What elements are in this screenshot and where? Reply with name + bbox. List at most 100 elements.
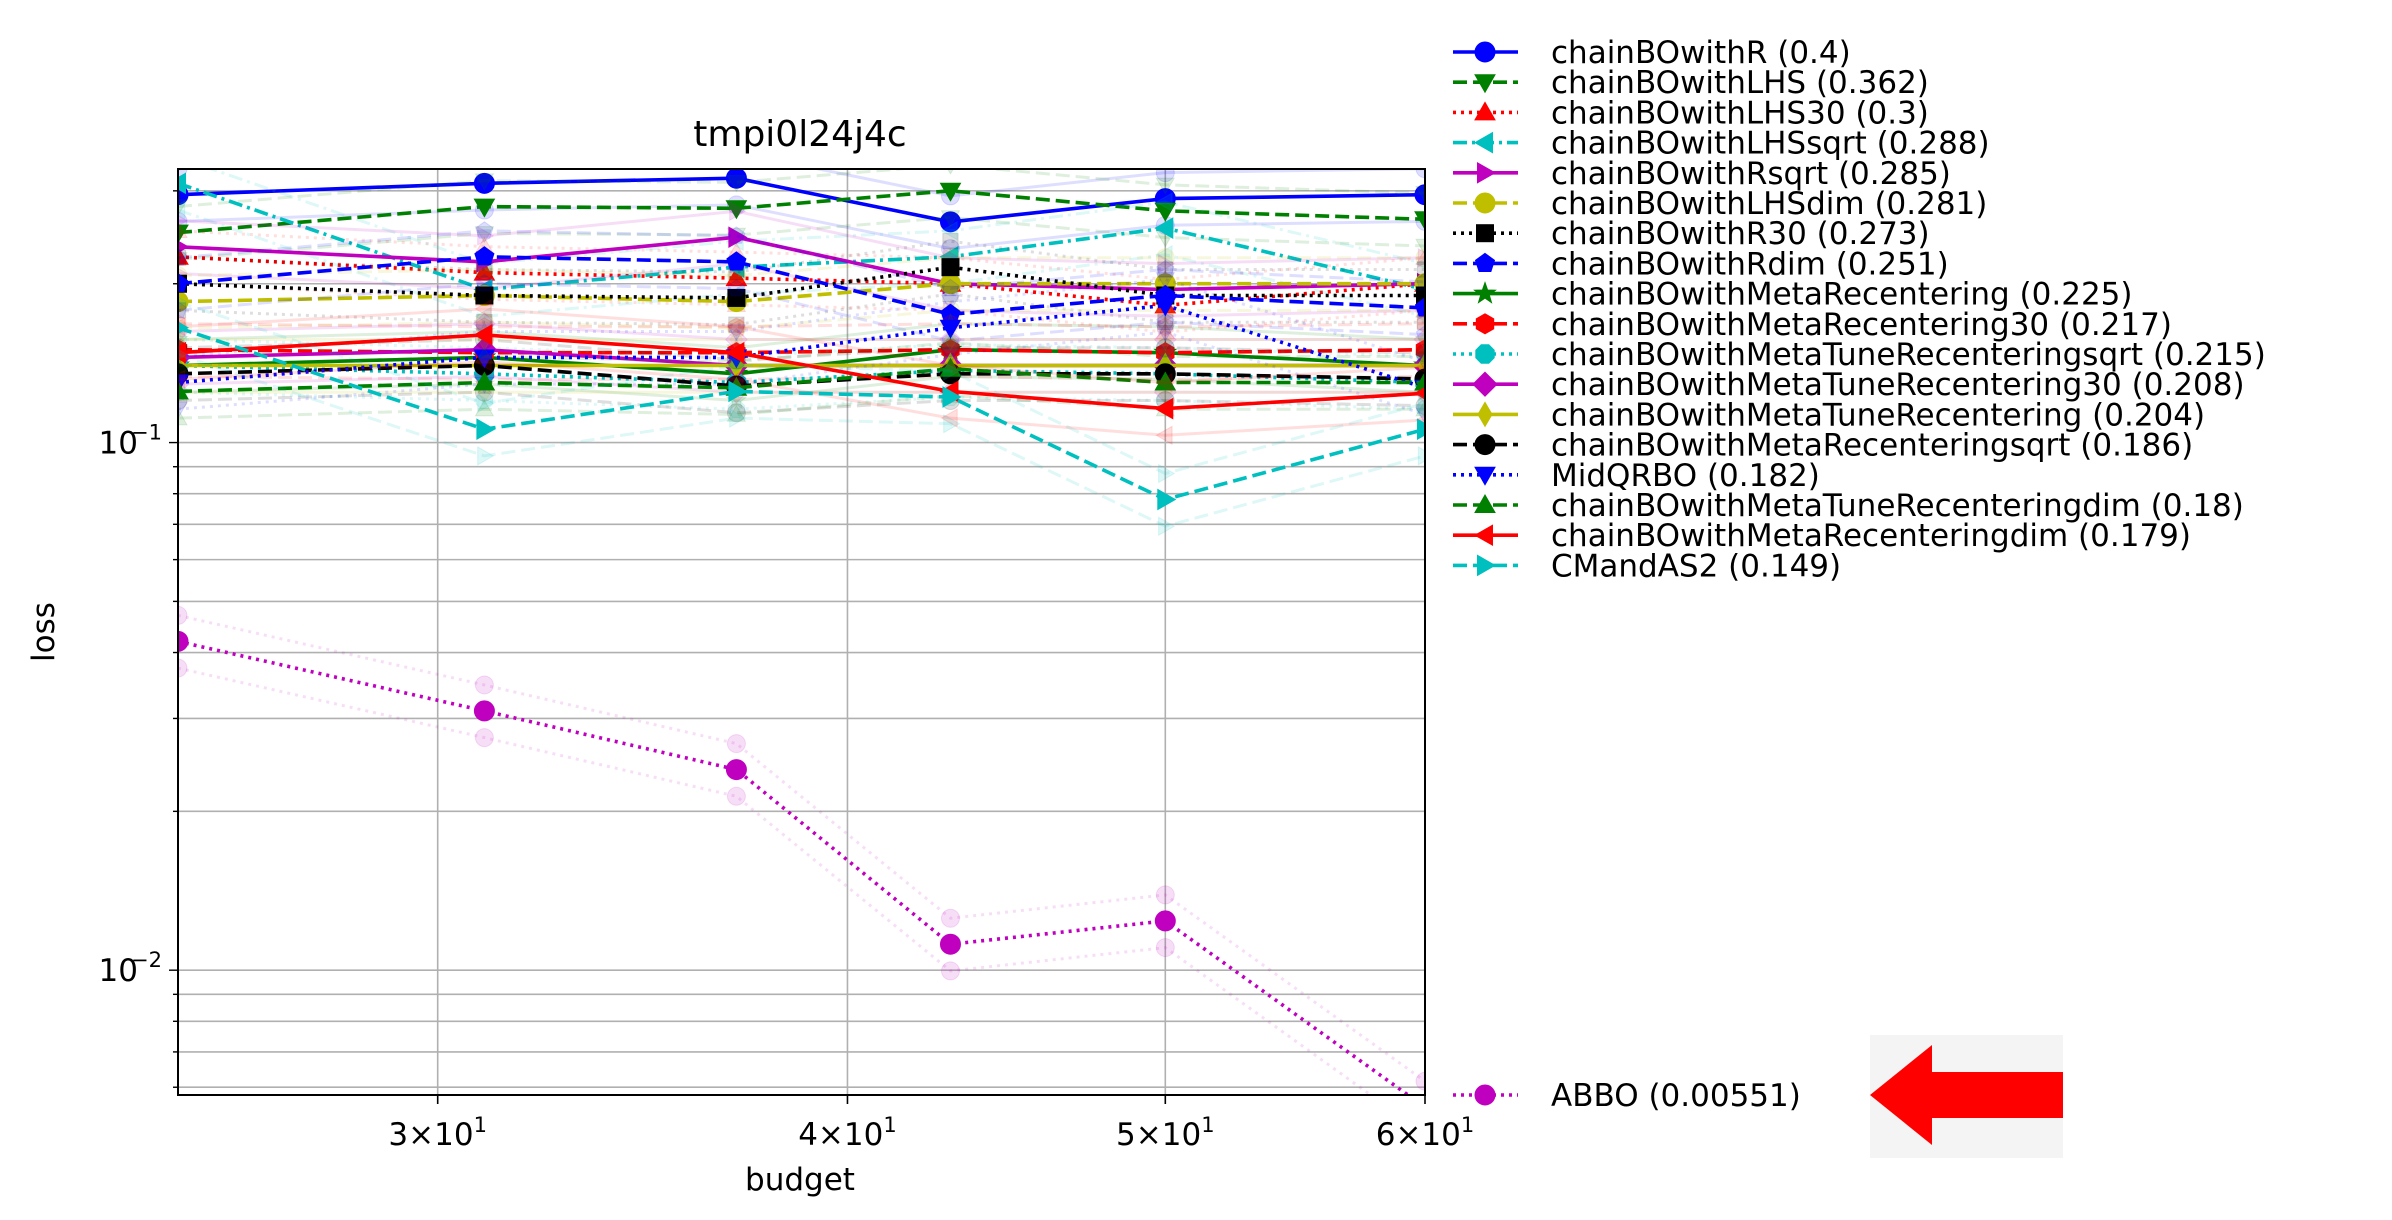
series-band	[178, 307, 1425, 385]
data-point-marker	[178, 172, 186, 195]
data-point-marker	[728, 226, 748, 249]
data-point-marker	[1155, 425, 1173, 446]
series-band	[178, 169, 1425, 198]
data-point-marker	[1474, 41, 1496, 63]
data-point-marker	[939, 211, 961, 233]
data-series	[178, 605, 1425, 1095]
data-point-marker	[475, 148, 493, 166]
data-point-marker	[725, 200, 748, 220]
data-point-marker	[1154, 910, 1176, 932]
series-line	[178, 363, 1425, 385]
x-tick-label: 3×101	[388, 1113, 487, 1153]
series-band	[178, 337, 1425, 362]
data-point-marker	[940, 408, 958, 428]
red-arrow-icon	[1870, 1045, 2063, 1145]
legend-label: chainBOwithMetaRecenteringdim (0.179)	[1551, 518, 2191, 554]
data-point-marker	[474, 346, 495, 364]
legend-label: chainBOwithRsqrt (0.285)	[1551, 156, 1951, 192]
data-point-marker	[1414, 257, 1425, 270]
data-point-marker	[1415, 238, 1425, 257]
data-point-marker	[178, 408, 188, 426]
legend-entry: chainBOwithMetaRecenteringdim (0.179)	[1453, 518, 2191, 554]
legend-label: chainBOwithLHS (0.362)	[1551, 65, 1929, 101]
data-point-marker	[1154, 397, 1174, 420]
data-point-marker	[940, 210, 961, 228]
data-point-marker	[1415, 399, 1425, 417]
data-point-marker	[1475, 344, 1495, 364]
series-line	[178, 347, 1425, 376]
data-point-marker	[1414, 297, 1425, 317]
series-band	[178, 338, 1425, 359]
legend-entry: chainBOwithR30 (0.273)	[1453, 216, 1930, 252]
data-point-marker	[1415, 396, 1425, 416]
data-point-marker	[727, 278, 746, 297]
data-point-marker	[1472, 371, 1498, 397]
series-line	[178, 347, 1425, 355]
data-point-marker	[473, 349, 496, 369]
series-layer	[169, 148, 1425, 1095]
data-point-marker	[1474, 252, 1496, 272]
data-point-marker	[1415, 248, 1425, 268]
series-band	[178, 292, 1425, 327]
data-point-marker	[726, 251, 747, 271]
legend-label: MidQRBO (0.182)	[1551, 458, 1820, 494]
data-point-marker	[169, 148, 185, 166]
data-point-marker	[1154, 202, 1177, 222]
y-tick-label: 10−1	[99, 421, 162, 462]
data-point-marker	[940, 908, 960, 928]
data-series	[178, 169, 1425, 270]
series-line	[178, 366, 1425, 394]
data-point-marker	[1154, 371, 1177, 391]
data-point-marker	[726, 734, 746, 754]
data-point-marker	[1414, 361, 1425, 374]
data-point-marker	[939, 182, 962, 202]
data-point-marker	[1415, 186, 1425, 204]
series-band	[178, 277, 1425, 364]
series-line	[178, 188, 1425, 235]
data-point-marker	[477, 226, 495, 246]
data-point-marker	[474, 351, 492, 372]
data-point-marker	[1415, 339, 1425, 361]
data-point-marker	[1157, 488, 1177, 511]
data-point-marker	[476, 418, 496, 441]
legend: chainBOwithR (0.4)chainBOwithLHS (0.362)…	[1453, 35, 2266, 1114]
data-point-marker	[474, 246, 495, 266]
legend-label: chainBOwithMetaRecentering (0.225)	[1551, 277, 2133, 313]
data-point-marker	[1415, 1071, 1425, 1091]
data-point-marker	[726, 316, 744, 337]
series-band	[178, 322, 1425, 350]
data-point-marker	[1155, 938, 1175, 958]
data-point-marker	[1473, 524, 1493, 547]
data-point-marker	[1474, 74, 1496, 94]
series-line	[178, 255, 1425, 308]
data-point-marker	[940, 347, 961, 365]
series-band	[178, 360, 1425, 437]
data-point-marker	[726, 175, 747, 193]
data-point-marker	[1416, 314, 1425, 334]
data-point-marker	[178, 224, 189, 244]
series-band	[178, 169, 1425, 209]
series-band	[178, 330, 1425, 416]
data-point-marker	[1414, 211, 1425, 231]
data-point-marker	[1158, 327, 1173, 352]
series-band	[178, 393, 1425, 420]
data-point-marker	[474, 675, 494, 695]
chart-title: tmpi0l24j4c	[693, 114, 906, 155]
data-point-marker	[1477, 401, 1493, 428]
data-point-marker	[940, 294, 961, 312]
legend-entry: chainBOwithMetaTuneRecentering (0.204)	[1453, 397, 2205, 433]
legend-label: chainBOwithLHSsqrt (0.288)	[1551, 126, 1990, 162]
data-point-marker	[178, 401, 188, 420]
data-point-marker	[1473, 131, 1493, 154]
legend-label: chainBOwithMetaRecentering30 (0.217)	[1551, 307, 2172, 343]
data-point-marker	[727, 226, 746, 244]
highlight-arrow	[1870, 1035, 2063, 1158]
data-point-marker	[473, 700, 495, 722]
data-point-marker	[1415, 407, 1425, 425]
data-series	[178, 233, 1425, 333]
series-line	[178, 303, 1425, 390]
legend-entry: chainBOwithLHSsqrt (0.288)	[1453, 126, 1990, 162]
data-point-marker	[1477, 161, 1497, 184]
data-point-marker	[726, 403, 746, 423]
legend-entry: MidQRBO (0.182)	[1453, 458, 1820, 494]
